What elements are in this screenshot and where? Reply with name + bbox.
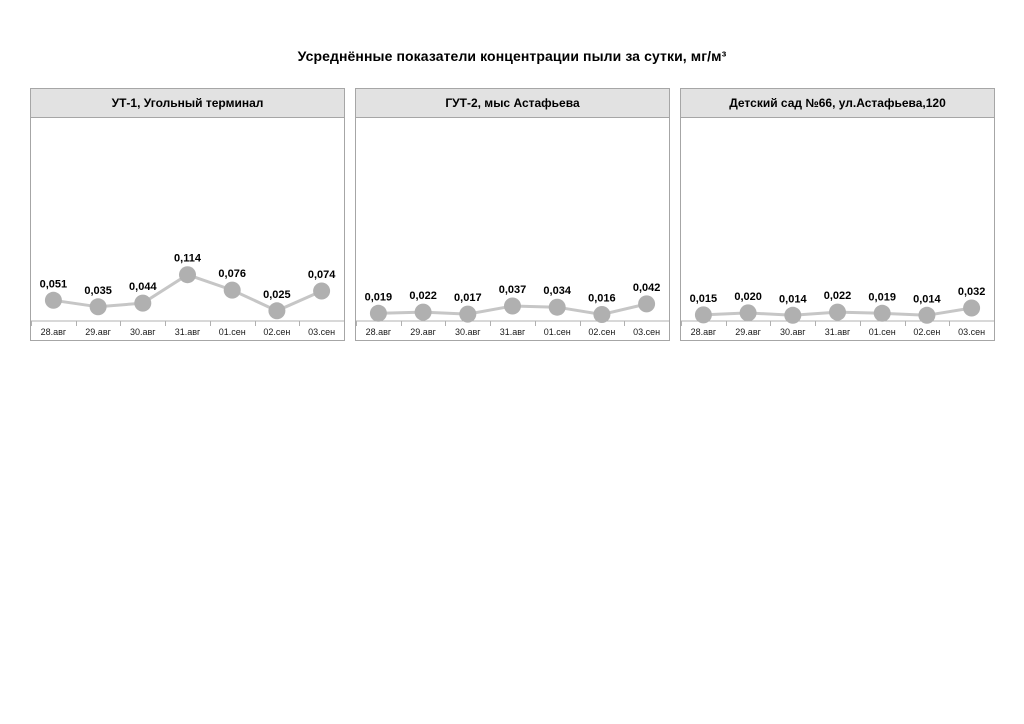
data-point-marker <box>414 303 432 321</box>
data-point-marker <box>504 297 521 315</box>
data-point-marker <box>548 298 566 316</box>
x-axis-tick-label: 29.авг <box>735 327 761 337</box>
data-point-label: 0,022 <box>824 290 852 302</box>
data-point-marker <box>223 281 241 299</box>
x-axis-tick-label: 03.сен <box>633 327 660 337</box>
chart-title-ut1: УТ-1, Угольный терминал <box>31 89 344 118</box>
x-axis-tick-label: 28.авг <box>41 327 67 337</box>
data-point-marker <box>918 306 936 324</box>
data-point-marker <box>829 303 846 321</box>
x-axis-tick-label: 30.авг <box>130 327 156 337</box>
data-point-marker <box>179 266 196 284</box>
data-point-marker <box>313 282 331 300</box>
data-point-label: 0,022 <box>409 290 437 302</box>
x-axis-tick-label: 30.авг <box>455 327 481 337</box>
data-point-label: 0,025 <box>263 289 291 301</box>
x-axis-tick-label: 02.сен <box>263 327 290 337</box>
charts-row: УТ-1, Угольный терминал 0,051 28.авг 0,035… <box>30 88 995 341</box>
data-point-label: 0,076 <box>218 268 246 280</box>
chart-plot-area-kindergarten: 0,015 28.авг 0,020 29.авг 0,014 30.авг 0,022 31… <box>681 118 994 340</box>
x-axis-tick-label: 31.авг <box>175 327 201 337</box>
data-point-marker <box>369 304 387 322</box>
data-point-label: 0,014 <box>779 293 807 305</box>
data-point-marker <box>694 306 712 324</box>
data-point-label: 0,035 <box>84 285 112 297</box>
line-chart-gut2: 0,019 28.авг 0,022 29.авг 0,017 30.авг 0,037 31… <box>356 282 669 337</box>
x-axis-tick-label: 30.авг <box>780 327 806 337</box>
data-point-marker <box>784 306 802 324</box>
data-point-label: 0,037 <box>499 284 527 296</box>
x-axis-tick-label: 01.сен <box>869 327 896 337</box>
data-point-label: 0,032 <box>958 286 986 298</box>
data-point-marker <box>134 294 152 312</box>
data-point-marker <box>459 305 477 323</box>
x-axis-tick-label: 29.авг <box>410 327 436 337</box>
x-axis-tick-label: 31.авг <box>500 327 526 337</box>
x-axis-tick-label: 03.сен <box>308 327 335 337</box>
data-point-marker <box>268 302 286 320</box>
data-point-marker <box>89 298 107 316</box>
x-axis-tick-label: 28.авг <box>366 327 392 337</box>
chart-panel-ut1: УТ-1, Угольный терминал 0,051 28.авг 0,035… <box>30 88 345 341</box>
data-point-label: 0,017 <box>454 292 482 304</box>
data-point-label: 0,114 <box>174 253 202 265</box>
line-chart-ut1: 0,051 28.авг 0,035 29.авг 0,044 30.авг 0,114 31… <box>31 253 344 337</box>
data-point-marker <box>963 299 981 317</box>
data-point-label: 0,014 <box>913 293 941 305</box>
chart-panel-kindergarten: Детский сад №66, ул.Астафьева,120 0,015 2… <box>680 88 995 341</box>
data-point-label: 0,016 <box>588 293 616 305</box>
data-point-label: 0,015 <box>690 293 718 305</box>
x-axis-tick-label: 31.авг <box>825 327 851 337</box>
data-point-marker <box>638 295 656 313</box>
data-point-label: 0,019 <box>868 291 896 303</box>
chart-plot-area-ut1: 0,051 28.авг 0,035 29.авг 0,044 30.авг 0,114 31… <box>31 118 344 340</box>
x-axis-tick-label: 28.авг <box>691 327 717 337</box>
data-point-label: 0,051 <box>40 278 68 290</box>
data-point-label: 0,044 <box>129 281 157 293</box>
line-chart-kindergarten: 0,015 28.авг 0,020 29.авг 0,014 30.авг 0,022 31… <box>681 286 994 337</box>
x-axis-tick-label: 01.сен <box>219 327 246 337</box>
data-point-label: 0,019 <box>365 291 393 303</box>
data-point-label: 0,034 <box>543 285 571 297</box>
x-axis-tick-label: 01.сен <box>544 327 571 337</box>
data-point-label: 0,074 <box>308 269 336 281</box>
chart-plot-area-gut2: 0,019 28.авг 0,022 29.авг 0,017 30.авг 0,037 31… <box>356 118 669 340</box>
chart-panel-gut2: ГУТ-2, мыс Астафьева 0,019 28.авг 0,022 29.… <box>355 88 670 341</box>
data-point-marker <box>44 291 62 309</box>
chart-title-kindergarten: Детский сад №66, ул.Астафьева,120 <box>681 89 994 118</box>
page-title: Усреднённые показатели концентрации пыли… <box>297 48 727 64</box>
x-axis-tick-label: 02.сен <box>913 327 940 337</box>
chart-title-gut2: ГУТ-2, мыс Астафьева <box>356 89 669 118</box>
x-axis-tick-label: 02.сен <box>588 327 615 337</box>
data-point-label: 0,042 <box>633 282 661 294</box>
data-point-label: 0,020 <box>734 291 762 303</box>
data-point-marker <box>873 304 891 322</box>
data-point-marker <box>739 304 757 322</box>
x-axis-tick-label: 03.сен <box>958 327 985 337</box>
data-point-marker <box>593 306 611 323</box>
x-axis-tick-label: 29.авг <box>85 327 111 337</box>
